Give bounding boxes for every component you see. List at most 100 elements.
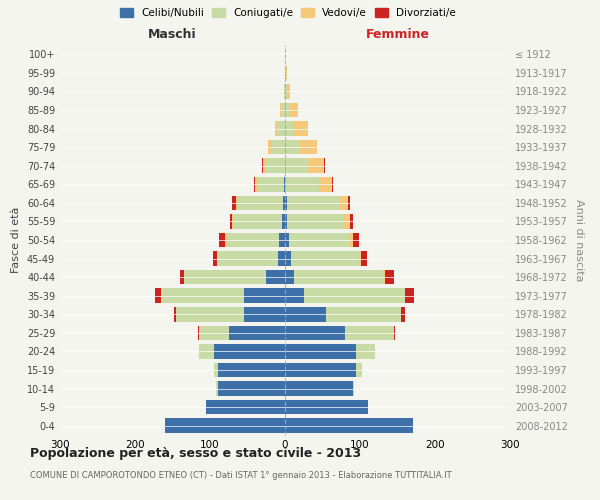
Bar <box>266 270 285 284</box>
Bar <box>285 382 353 396</box>
Bar <box>257 177 284 192</box>
Bar <box>401 307 405 322</box>
Bar <box>282 214 285 228</box>
Bar <box>280 103 281 117</box>
Bar <box>385 270 394 284</box>
Bar <box>285 214 287 228</box>
Bar <box>165 418 285 433</box>
Bar <box>285 66 287 80</box>
Bar <box>233 214 282 228</box>
Bar <box>285 252 291 266</box>
Bar <box>285 270 294 284</box>
Bar <box>285 363 356 377</box>
Bar <box>287 196 339 210</box>
Text: COMUNE DI CAMPOROTONDO ETNEO (CT) - Dati ISTAT 1° gennaio 2013 - Elaborazione TU: COMUNE DI CAMPOROTONDO ETNEO (CT) - Dati… <box>30 470 452 480</box>
Bar <box>300 140 317 154</box>
Bar <box>285 233 289 247</box>
Bar <box>324 158 325 173</box>
Bar <box>319 177 332 192</box>
Bar <box>281 103 285 117</box>
Y-axis label: Anni di nascita: Anni di nascita <box>574 198 584 281</box>
Bar <box>349 233 353 247</box>
Bar <box>339 196 348 210</box>
Bar <box>225 233 227 247</box>
Bar <box>289 233 349 247</box>
Y-axis label: Fasce di età: Fasce di età <box>11 207 21 273</box>
Bar <box>289 103 298 117</box>
Bar <box>214 344 285 358</box>
Bar <box>304 288 405 303</box>
Bar <box>262 158 263 173</box>
Bar <box>285 196 287 210</box>
Text: Femmine: Femmine <box>365 28 430 42</box>
Bar <box>213 252 217 266</box>
Bar <box>332 177 333 192</box>
Bar <box>284 177 285 192</box>
Bar <box>199 326 229 340</box>
Bar <box>284 84 285 98</box>
Bar <box>343 214 349 228</box>
Bar <box>285 103 289 117</box>
Bar <box>263 158 266 173</box>
Text: Popolazione per età, sesso e stato civile - 2013: Popolazione per età, sesso e stato civil… <box>30 448 361 460</box>
Bar <box>353 233 359 247</box>
Bar <box>277 122 285 136</box>
Bar <box>356 363 362 377</box>
Bar <box>174 307 176 322</box>
Legend: Celibi/Nubili, Coniugati/e, Vedovi/e, Divorziati/e: Celibi/Nubili, Coniugati/e, Vedovi/e, Di… <box>120 8 456 18</box>
Bar <box>361 252 367 266</box>
Bar <box>198 326 199 340</box>
Bar <box>275 122 277 136</box>
Bar <box>287 84 290 98</box>
Bar <box>244 307 285 322</box>
Bar <box>359 252 361 266</box>
Text: Maschi: Maschi <box>148 28 197 42</box>
Bar <box>279 233 285 247</box>
Bar <box>219 233 225 247</box>
Bar <box>285 158 308 173</box>
Bar <box>285 140 300 154</box>
Bar <box>285 122 294 136</box>
Bar <box>235 196 238 210</box>
Bar <box>277 252 285 266</box>
Bar <box>229 214 232 228</box>
Bar <box>384 270 385 284</box>
Bar <box>218 252 277 266</box>
Bar <box>287 214 343 228</box>
Bar <box>227 233 279 247</box>
Bar <box>348 196 350 210</box>
Bar <box>285 418 413 433</box>
Bar <box>184 270 266 284</box>
Bar <box>266 158 285 173</box>
Bar <box>161 288 244 303</box>
Bar <box>308 158 324 173</box>
Bar <box>217 252 218 266</box>
Bar <box>216 382 218 396</box>
Bar <box>285 177 319 192</box>
Bar <box>155 288 161 303</box>
Bar <box>291 252 359 266</box>
Bar <box>232 214 233 228</box>
Bar <box>238 196 283 210</box>
Bar <box>254 177 255 192</box>
Bar <box>353 382 354 396</box>
Bar <box>294 122 308 136</box>
Bar <box>255 177 257 192</box>
Bar <box>271 140 285 154</box>
Bar <box>218 382 285 396</box>
Bar <box>326 307 401 322</box>
Bar <box>285 344 356 358</box>
Bar <box>294 270 384 284</box>
Bar <box>405 288 414 303</box>
Bar <box>349 214 353 228</box>
Bar <box>244 288 285 303</box>
Bar <box>285 288 304 303</box>
Bar <box>285 400 367 414</box>
Bar <box>176 307 244 322</box>
Bar <box>283 196 285 210</box>
Bar <box>356 344 375 358</box>
Bar <box>180 270 184 284</box>
Bar <box>285 326 345 340</box>
Bar <box>229 326 285 340</box>
Bar <box>214 363 218 377</box>
